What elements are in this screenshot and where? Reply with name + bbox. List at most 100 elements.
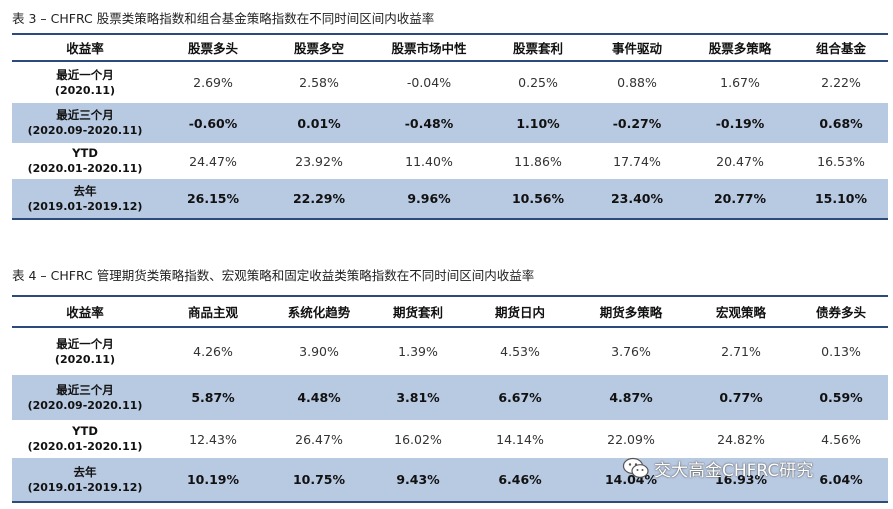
table-cell: 0.88% xyxy=(588,61,686,103)
table-cell: 6.46% xyxy=(466,458,574,503)
table-cell: 26.15% xyxy=(158,179,268,220)
table-cell: 0.25% xyxy=(488,61,588,103)
table3-header-row: 收益率 股票多头 股票多空 股票市场中性 股票套利 事件驱动 股票多策略 组合基… xyxy=(12,33,888,62)
row-label-title: 去年 xyxy=(73,464,97,479)
table-cell: 10.56% xyxy=(488,179,588,220)
table-cell: -0.19% xyxy=(686,103,794,143)
table4-caption: 表 4 – CHFRC 管理期货类策略指数、宏观策略和固定收益类策略指数在不同时… xyxy=(12,268,535,283)
table-cell: 0.77% xyxy=(688,375,794,420)
table-row: 最近三个月 (2020.09-2020.11) -0.60% 0.01% -0.4… xyxy=(12,103,888,143)
watermark-text: 交大高金CHFRC研究 xyxy=(654,460,814,481)
wechat-icon xyxy=(622,457,650,479)
row-label: YTD (2020.01-2020.11) xyxy=(12,420,158,458)
table-cell: 23.92% xyxy=(268,143,370,179)
table4-header-col: 商品主观 xyxy=(158,295,268,328)
table-row: 去年 (2019.01-2019.12) 10.19% 10.75% 9.43% … xyxy=(12,458,888,503)
table-cell: 10.19% xyxy=(158,458,268,503)
table-row: YTD (2020.01-2020.11) 24.47% 23.92% 11.40… xyxy=(12,143,888,179)
table-cell: 22.09% xyxy=(574,420,688,458)
table3: 收益率 股票多头 股票多空 股票市场中性 股票套利 事件驱动 股票多策略 组合基… xyxy=(12,33,888,220)
table-row: 最近一个月 (2020.11) 2.69% 2.58% -0.04% 0.25% … xyxy=(12,61,888,103)
table-cell: 11.40% xyxy=(370,143,488,179)
table-cell: 22.29% xyxy=(268,179,370,220)
table-cell: 16.02% xyxy=(370,420,466,458)
row-label-title: 最近三个月 xyxy=(56,382,114,397)
table-cell: 5.87% xyxy=(158,375,268,420)
table-cell: 2.69% xyxy=(158,61,268,103)
table4-header-col: 宏观策略 xyxy=(688,295,794,328)
table3-header-col: 股票多策略 xyxy=(686,33,794,62)
table-cell: 2.71% xyxy=(688,327,794,375)
row-label: 最近三个月 (2020.09-2020.11) xyxy=(12,103,158,143)
table-cell: 1.67% xyxy=(686,61,794,103)
table-cell: -0.48% xyxy=(370,103,488,143)
table4-header-col: 债券多头 xyxy=(794,295,888,328)
table-cell: 9.43% xyxy=(370,458,466,503)
table3-header-metric: 收益率 xyxy=(12,33,158,62)
table-cell: 4.26% xyxy=(158,327,268,375)
table-cell: 10.75% xyxy=(268,458,370,503)
table4-header-metric: 收益率 xyxy=(12,295,158,328)
table-cell: 4.56% xyxy=(794,420,888,458)
table3-header-col: 股票套利 xyxy=(488,33,588,62)
table-cell: 1.39% xyxy=(370,327,466,375)
table-cell: 20.47% xyxy=(686,143,794,179)
table4-header-col: 期货日内 xyxy=(466,295,574,328)
table-cell: 12.43% xyxy=(158,420,268,458)
table-cell: 6.04% xyxy=(794,458,888,503)
table4-header-col: 期货套利 xyxy=(370,295,466,328)
row-label-period: (2020.11) xyxy=(54,83,116,97)
row-label: 去年 (2019.01-2019.12) xyxy=(12,179,158,220)
row-label: 最近三个月 (2020.09-2020.11) xyxy=(12,375,158,420)
table-cell: -0.04% xyxy=(370,61,488,103)
table4: 收益率 商品主观 系统化趋势 期货套利 期货日内 期货多策略 宏观策略 债券多头… xyxy=(12,295,888,503)
table-cell: 3.76% xyxy=(574,327,688,375)
table-cell: 4.87% xyxy=(574,375,688,420)
row-label-period: (2020.09-2020.11) xyxy=(27,398,143,412)
table-cell: -0.27% xyxy=(588,103,686,143)
table-row: 最近一个月 (2020.11) 4.26% 3.90% 1.39% 4.53% 3… xyxy=(12,327,888,375)
table-cell: 20.77% xyxy=(686,179,794,220)
table-cell: 17.74% xyxy=(588,143,686,179)
table4-header-col: 系统化趋势 xyxy=(268,295,370,328)
table-cell: 15.10% xyxy=(794,179,888,220)
table3-header-col: 组合基金 xyxy=(794,33,888,62)
table-cell: 9.96% xyxy=(370,179,488,220)
table-cell: 0.59% xyxy=(794,375,888,420)
table-cell: 24.82% xyxy=(688,420,794,458)
table-cell: 3.90% xyxy=(268,327,370,375)
table3-header-col: 股票多空 xyxy=(268,33,370,62)
table-cell: 3.81% xyxy=(370,375,466,420)
row-label: 去年 (2019.01-2019.12) xyxy=(12,458,158,503)
table-cell: 2.58% xyxy=(268,61,370,103)
row-label: 最近一个月 (2020.11) xyxy=(12,327,158,375)
table-cell: 0.13% xyxy=(794,327,888,375)
row-label: YTD (2020.01-2020.11) xyxy=(12,143,158,179)
row-label-period: (2020.09-2020.11) xyxy=(27,124,143,137)
row-label-period: (2019.01-2019.12) xyxy=(27,199,143,213)
table-cell: 0.68% xyxy=(794,103,888,143)
table-cell: 11.86% xyxy=(488,143,588,179)
table4-header-row: 收益率 商品主观 系统化趋势 期货套利 期货日内 期货多策略 宏观策略 债券多头 xyxy=(12,295,888,328)
row-label-title: 最近一个月 xyxy=(56,67,114,82)
table-row: 最近三个月 (2020.09-2020.11) 5.87% 4.48% 3.81%… xyxy=(12,375,888,420)
table3-caption: 表 3 – CHFRC 股票类策略指数和组合基金策略指数在不同时间区间内收益率 xyxy=(12,11,435,26)
row-label-period: (2020.01-2020.11) xyxy=(27,440,143,453)
table-cell: 2.22% xyxy=(794,61,888,103)
table-cell: 0.01% xyxy=(268,103,370,143)
table-cell: -0.60% xyxy=(158,103,268,143)
row-label-period: (2020.11) xyxy=(54,352,116,366)
row-label-period: (2019.01-2019.12) xyxy=(27,480,143,494)
table4-header-col: 期货多策略 xyxy=(574,295,688,328)
row-label-title: YTD xyxy=(72,146,98,160)
row-label-title: 最近三个月 xyxy=(56,108,114,122)
row-label-period: (2020.01-2020.11) xyxy=(27,162,143,175)
table3-header-col: 股票多头 xyxy=(158,33,268,62)
row-label-title: 去年 xyxy=(73,183,97,198)
table-cell: 26.47% xyxy=(268,420,370,458)
row-label: 最近一个月 (2020.11) xyxy=(12,61,158,103)
table-cell: 23.40% xyxy=(588,179,686,220)
table-cell: 4.48% xyxy=(268,375,370,420)
table-cell: 16.53% xyxy=(794,143,888,179)
table-cell: 14.14% xyxy=(466,420,574,458)
